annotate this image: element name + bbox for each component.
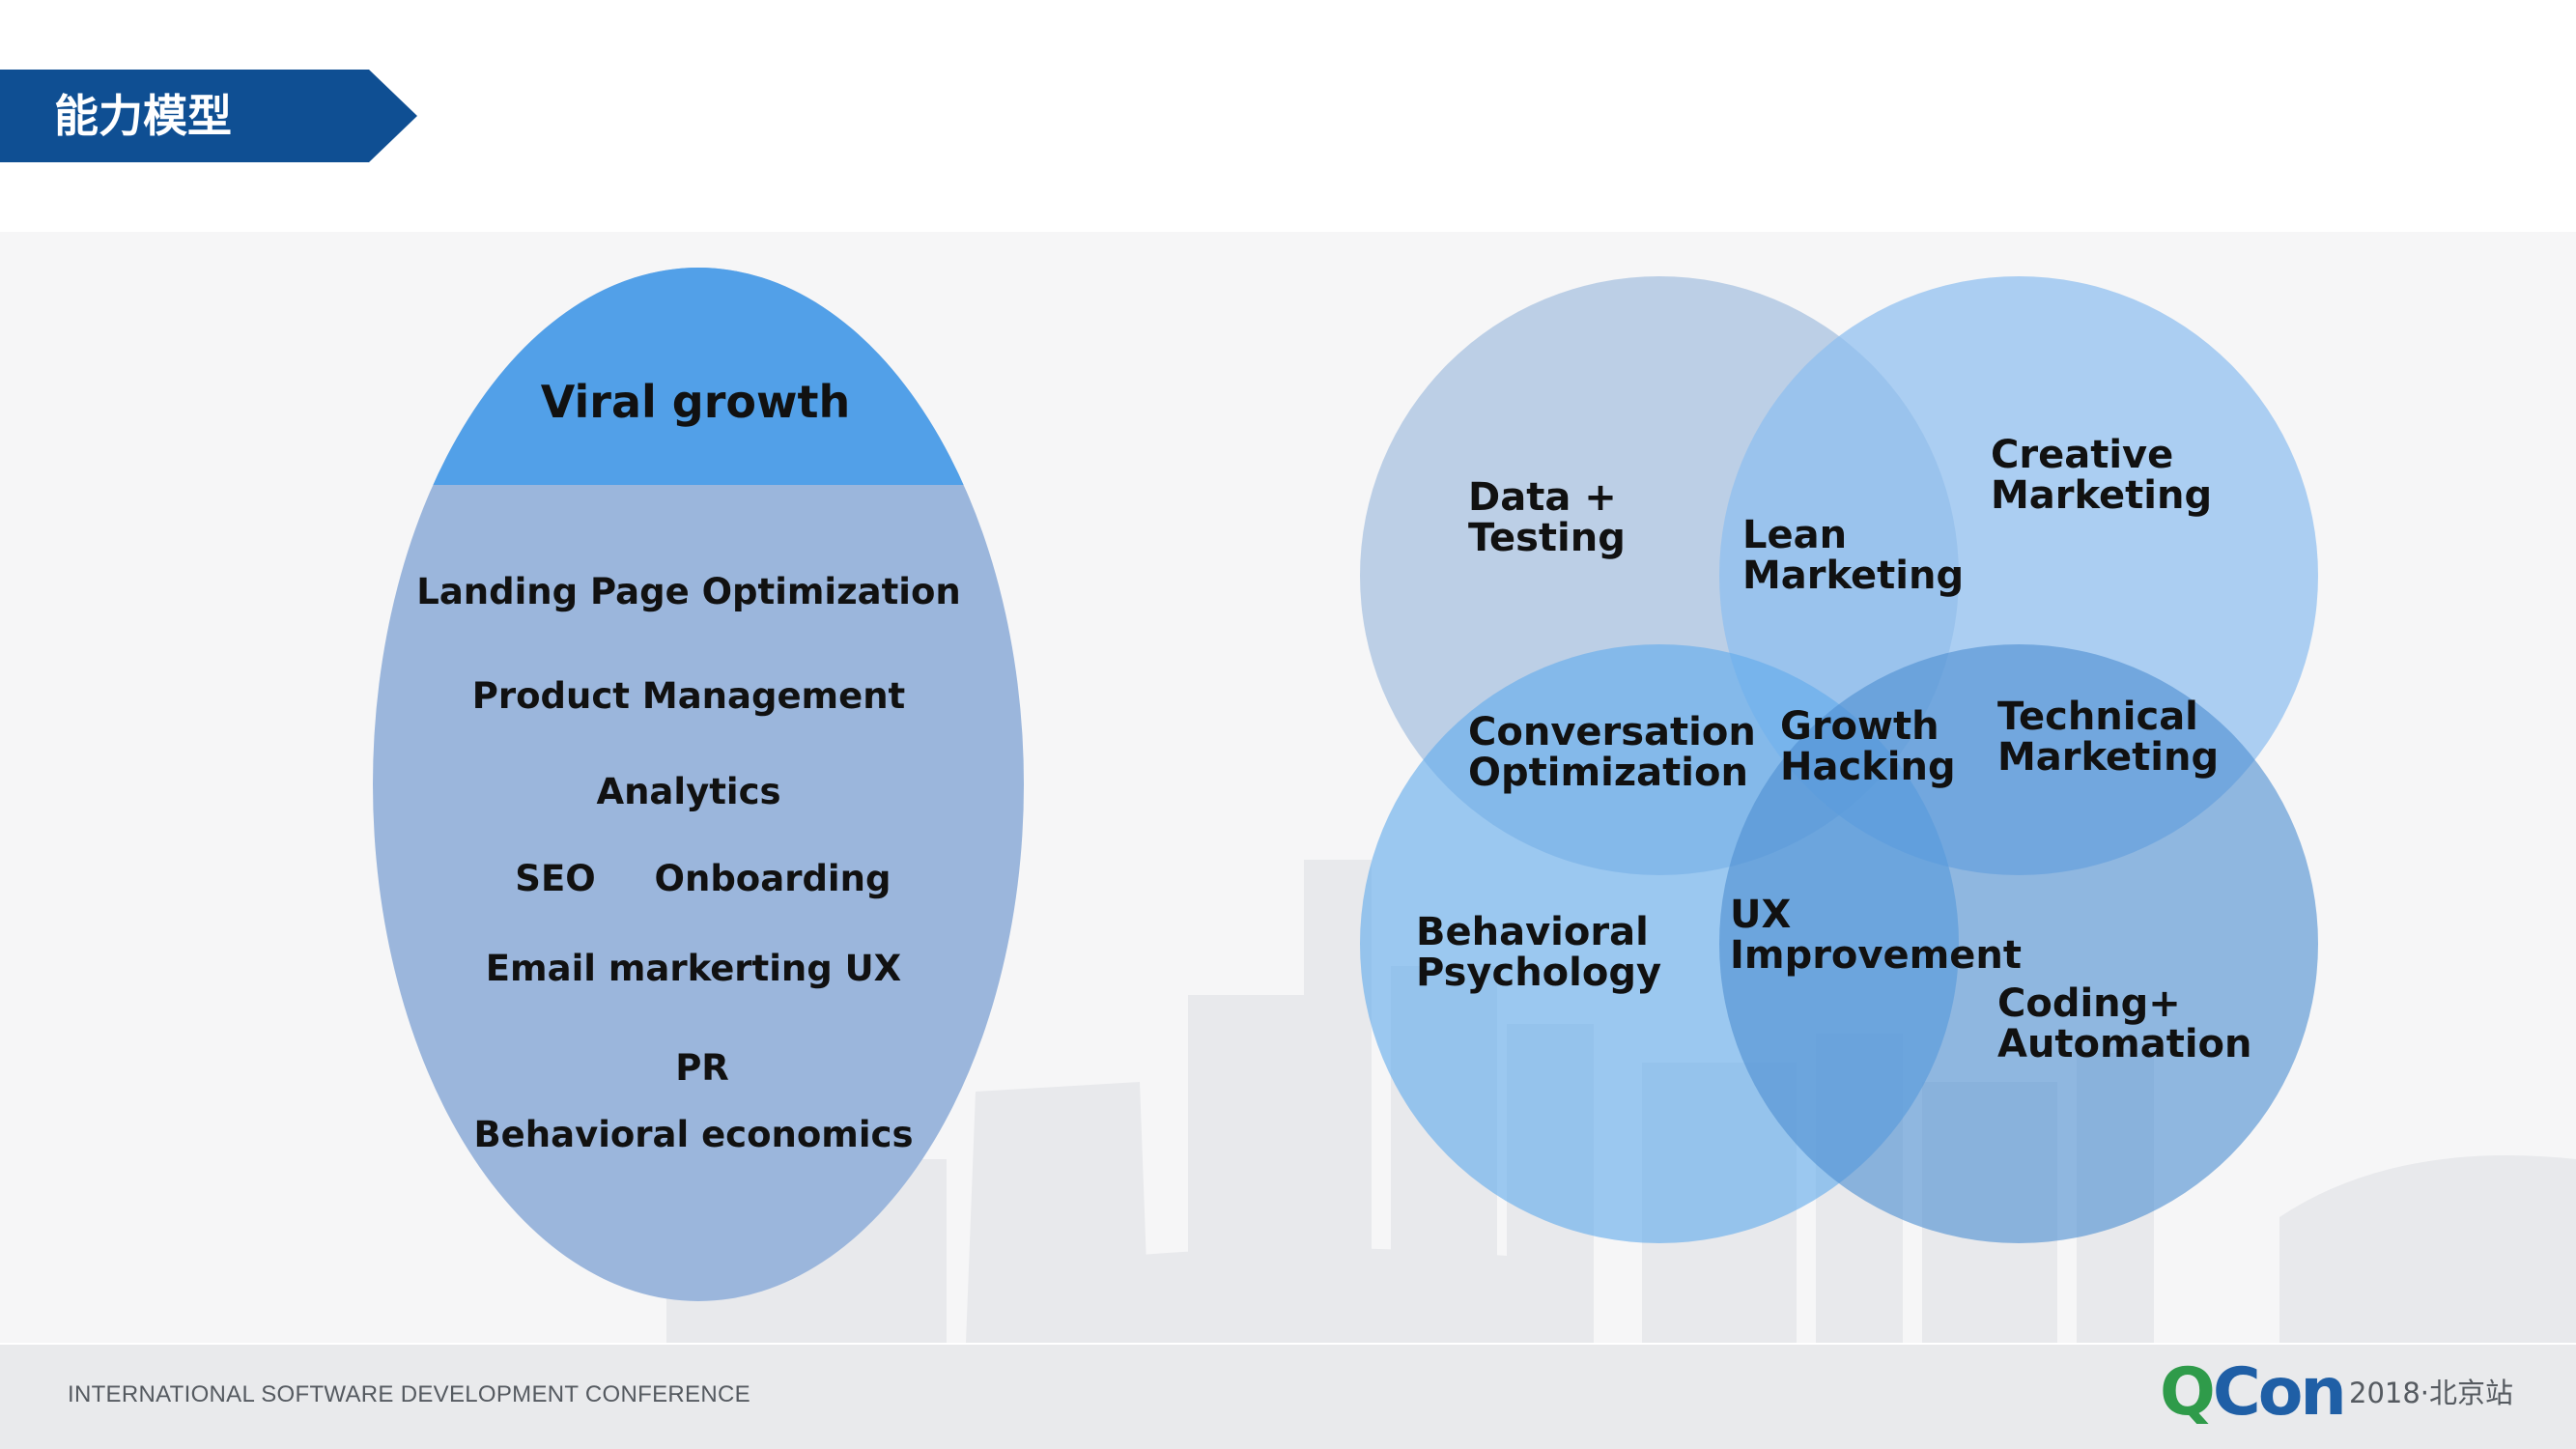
oval-item-analytics: Analytics — [596, 771, 780, 812]
venn-label-lean-marketing: Lean Marketing — [1742, 513, 1964, 598]
conference-edition: 2018·北京站 — [2349, 1377, 2514, 1409]
venn-label-data-testing: Data + Testing — [1468, 475, 1630, 560]
venn-label-coding-automation: Coding+ Automation — [1997, 981, 2252, 1066]
oval-item-onboarding: Onboarding — [655, 858, 892, 899]
venn-label-conversation-optimization: Conversation Optimization — [1468, 710, 1769, 795]
qcon-logo-q: Q — [2160, 1354, 2216, 1431]
oval-item-pr: PR — [675, 1047, 729, 1089]
venn-circle-bottom-right — [1719, 644, 2318, 1243]
qcon-logo: QCon — [2160, 1354, 2347, 1432]
oval-item-landing-page-optimization: Landing Page Optimization — [416, 571, 961, 612]
venn-label-behavioral-psychology: Behavioral Psychology — [1416, 910, 1662, 995]
conference-name: INTERNATIONAL SOFTWARE DEVELOPMENT CONFE… — [68, 1381, 750, 1407]
venn-label-growth-hacking: Growth Hacking — [1780, 704, 1956, 789]
oval-item-seo: SEO — [515, 858, 595, 899]
venn-label-ux-improvement: UX Improvement — [1730, 893, 2022, 978]
oval-item-product-management: Product Management — [472, 675, 905, 717]
oval-header-label: Viral growth — [541, 376, 851, 428]
qcon-logo-con: Con — [2212, 1354, 2347, 1431]
viral-growth-oval: Viral growth Landing Page Optimization P… — [373, 268, 1024, 1301]
venn-diagram: Data + Testing Lean Marketing Creative M… — [1360, 276, 2318, 1243]
venn-label-creative-marketing: Creative Marketing — [1991, 433, 2212, 518]
footer-bar — [0, 1345, 2576, 1449]
oval-item-behavioral-economics: Behavioral economics — [473, 1114, 913, 1155]
venn-label-technical-marketing: Technical Marketing — [1997, 695, 2219, 780]
page-title: 能力模型 — [54, 90, 232, 142]
title-banner — [0, 70, 417, 162]
oval-header-band — [373, 268, 1024, 485]
oval-item-email-marketing-ux: Email markerting UX — [486, 948, 901, 989]
